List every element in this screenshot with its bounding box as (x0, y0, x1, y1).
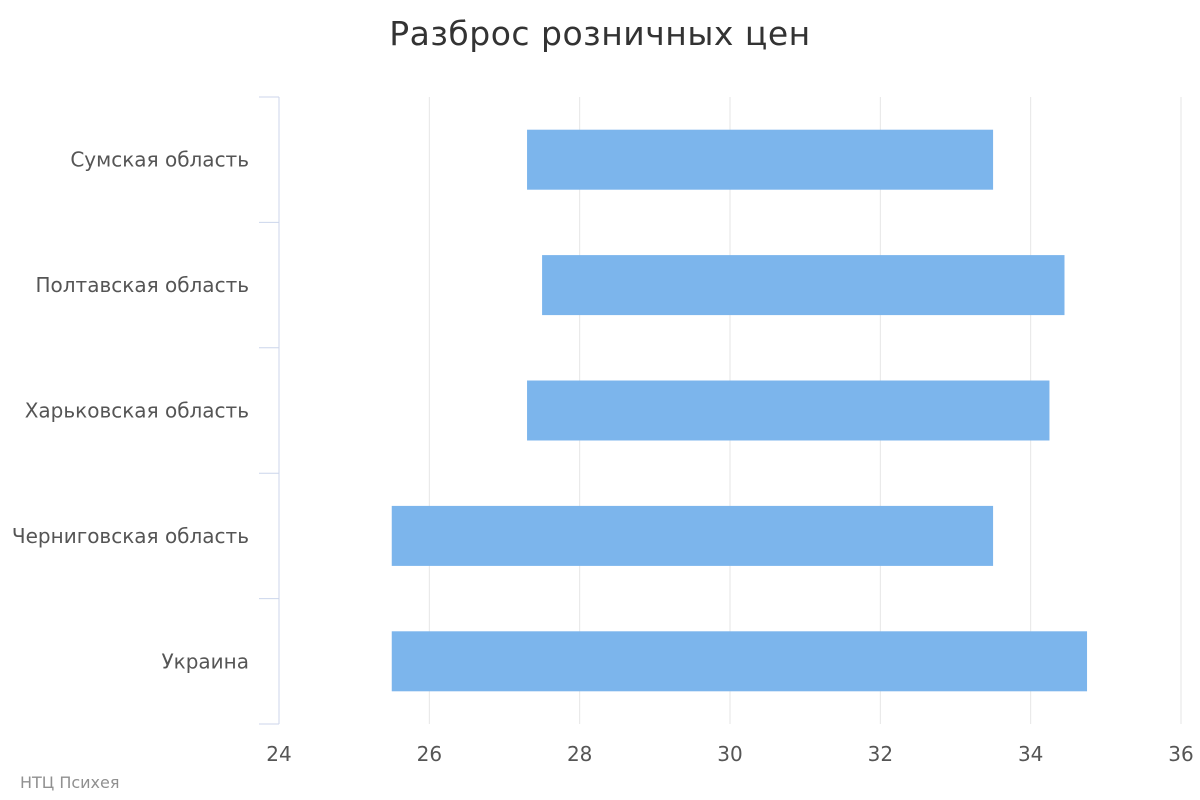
category-axis (259, 96, 280, 725)
range-bar[interactable] (391, 505, 994, 566)
x-tick-label: 24 (266, 742, 291, 766)
x-tick-label: 30 (717, 742, 742, 766)
category-label: Харьковская область (25, 399, 249, 423)
x-tick-label: 36 (1168, 742, 1193, 766)
credits-label: НТЦ Психея (20, 773, 120, 792)
category-label: Черниговская область (12, 524, 249, 548)
range-bar[interactable] (527, 129, 994, 190)
range-bar[interactable] (542, 255, 1065, 316)
category-label: Украина (161, 649, 249, 673)
category-label: Полтавская область (35, 273, 249, 297)
x-tick-label: 32 (868, 742, 893, 766)
bars (391, 129, 1088, 692)
range-bar[interactable] (391, 631, 1088, 692)
x-tick-label: 26 (417, 742, 442, 766)
chart-title: Разброс розничных цен (389, 14, 811, 53)
x-tick-label: 28 (567, 742, 592, 766)
labels: 24 26 28 30 32 34 36 Сумская область Полтавская … (12, 148, 1194, 766)
range-bar[interactable] (527, 380, 1050, 441)
category-label: Сумская область (70, 148, 249, 172)
x-tick-label: 34 (1018, 742, 1043, 766)
